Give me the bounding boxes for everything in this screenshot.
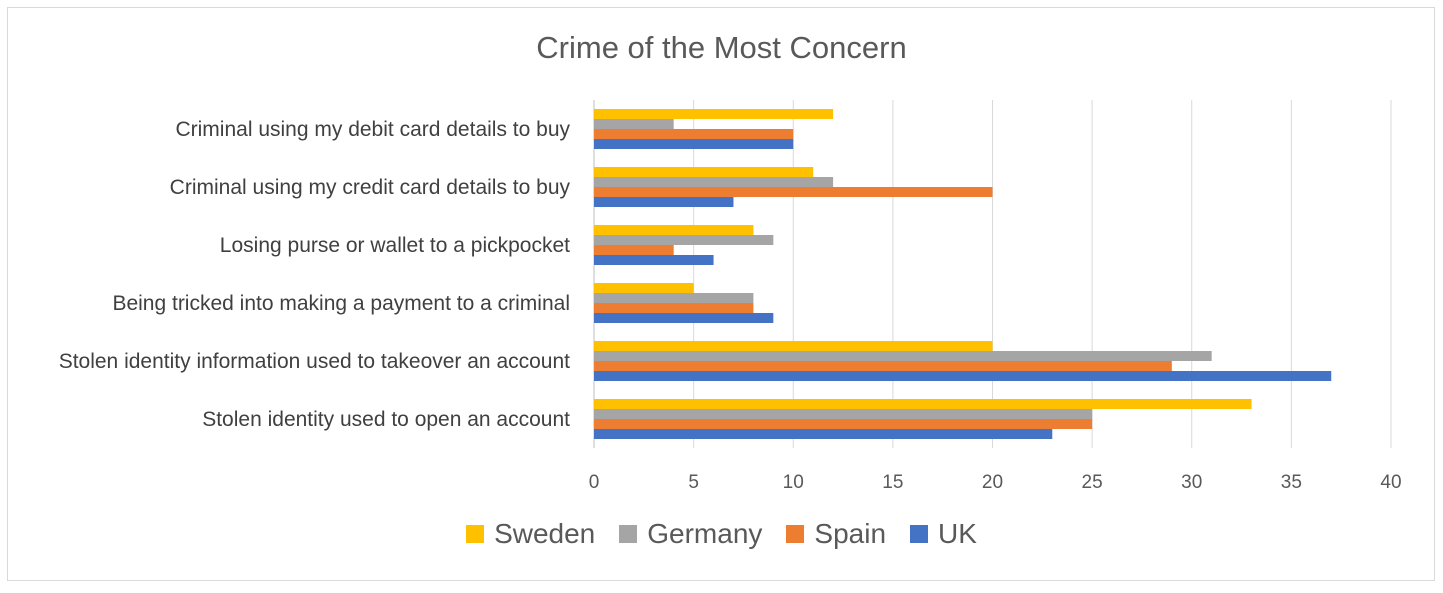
x-tick-label: 5: [688, 472, 699, 493]
legend-label: Sweden: [494, 518, 596, 549]
bar-sweden-5: [594, 341, 993, 351]
bar-spain-3: [594, 245, 674, 255]
category-label: Criminal using my credit card details to…: [170, 176, 571, 199]
category-label: Stolen identity information used to take…: [59, 350, 570, 373]
bar-sweden-4: [594, 283, 694, 293]
bar-sweden-1: [594, 109, 834, 119]
legend-item-spain: Spain: [786, 518, 886, 550]
bar-germany-5: [594, 351, 1212, 361]
legend-item-uk: UK: [910, 518, 977, 550]
bar-sweden-6: [594, 399, 1252, 409]
bar-spain-1: [594, 129, 794, 139]
category-label: Being tricked into making a payment to a…: [112, 292, 570, 315]
legend-label: UK: [938, 518, 977, 549]
category-label: Criminal using my debit card details to …: [175, 118, 570, 141]
bar-uk-1: [594, 139, 794, 149]
x-tick-label: 10: [783, 472, 804, 493]
x-tick-label: 15: [882, 472, 903, 493]
bar-uk-3: [594, 255, 714, 265]
legend-item-germany: Germany: [619, 518, 762, 550]
chart-legend: Sweden Germany Spain UK: [0, 518, 1443, 550]
legend-label: Spain: [814, 518, 887, 549]
chart-title: Crime of the Most Concern: [536, 30, 907, 65]
x-tick-label: 40: [1380, 472, 1401, 493]
bar-sweden-3: [594, 225, 754, 235]
x-tick-label: 25: [1082, 472, 1103, 493]
bar-spain-5: [594, 361, 1172, 371]
bar-germany-1: [594, 119, 674, 129]
legend-swatch: [619, 525, 638, 543]
bar-spain-6: [594, 419, 1093, 429]
bar-uk-6: [594, 429, 1053, 439]
bar-uk-4: [594, 313, 774, 323]
bar-germany-4: [594, 293, 754, 303]
bar-germany-6: [594, 409, 1093, 419]
x-tick-label: 0: [589, 472, 600, 493]
bar-germany-2: [594, 177, 834, 187]
legend-label: Germany: [647, 518, 763, 549]
legend-swatch: [786, 525, 805, 543]
category-label: Stolen identity used to open an account: [202, 408, 570, 431]
category-label: Losing purse or wallet to a pickpocket: [220, 234, 570, 257]
bar-spain-4: [594, 303, 754, 313]
bar-sweden-2: [594, 167, 814, 177]
bar-germany-3: [594, 235, 774, 245]
bar-uk-2: [594, 197, 734, 207]
legend-item-sweden: Sweden: [466, 518, 595, 550]
bar-spain-2: [594, 187, 993, 197]
x-tick-label: 35: [1281, 472, 1302, 493]
legend-swatch: [466, 525, 485, 543]
x-tick-label: 20: [982, 472, 1003, 493]
bar-uk-5: [594, 371, 1332, 381]
x-tick-label: 30: [1181, 472, 1202, 493]
legend-swatch: [910, 525, 929, 543]
